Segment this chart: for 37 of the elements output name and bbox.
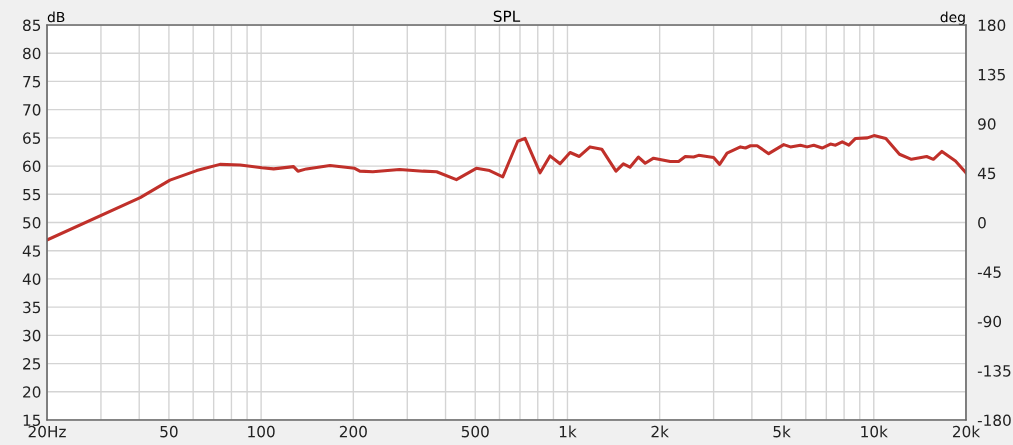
x-tick-label: 1k	[559, 425, 577, 438]
y2-axis-title: deg	[940, 11, 965, 25]
x-tick-label: 20k	[952, 425, 981, 438]
y2-tick-label: -45	[977, 266, 1001, 278]
y2-tick-label: -135	[977, 365, 1011, 377]
y2-tick-label: -180	[977, 414, 1011, 427]
y-axis-title: dB	[47, 11, 65, 23]
x-tick-label: 200	[339, 425, 367, 438]
chart-title: SPL	[493, 10, 521, 23]
y-tick-label: 70	[23, 104, 41, 116]
y2-tick-label: 135	[978, 68, 1005, 81]
y-tick-label: 45	[22, 245, 41, 257]
x-tick-label: 50	[160, 425, 178, 438]
x-tick-label: 100	[248, 425, 275, 438]
y-tick-label: 85	[23, 19, 41, 32]
y2-tick-label: 0	[978, 216, 986, 229]
y2-tick-label: 180	[978, 19, 1006, 32]
y-tick-label: 65	[23, 132, 41, 144]
x-tick-label: 2k	[651, 425, 669, 438]
x-tick-label: 5k	[773, 425, 791, 438]
y2-tick-label: -90	[977, 315, 1002, 328]
y-tick-label: 55	[23, 188, 41, 201]
y-tick-label: 15	[23, 414, 41, 427]
y-tick-label: 30	[23, 329, 41, 342]
y-tick-label: 80	[23, 47, 41, 60]
y-tick-label: 50	[23, 216, 41, 229]
y-tick-label: 25	[23, 358, 41, 370]
y-tick-label: 35	[23, 301, 41, 314]
y2-tick-label: 90	[978, 118, 996, 130]
y-tick-label: 20	[23, 386, 41, 398]
y-tick-label: 40	[22, 273, 41, 285]
x-tick-label: 20Hz	[28, 425, 66, 438]
y-tick-label: 60	[23, 160, 41, 173]
x-tick-label: 500	[461, 425, 489, 438]
y2-tick-label: 45	[977, 167, 996, 180]
x-tick-label: 10k	[861, 425, 888, 438]
y-tick-label: 75	[23, 76, 41, 88]
